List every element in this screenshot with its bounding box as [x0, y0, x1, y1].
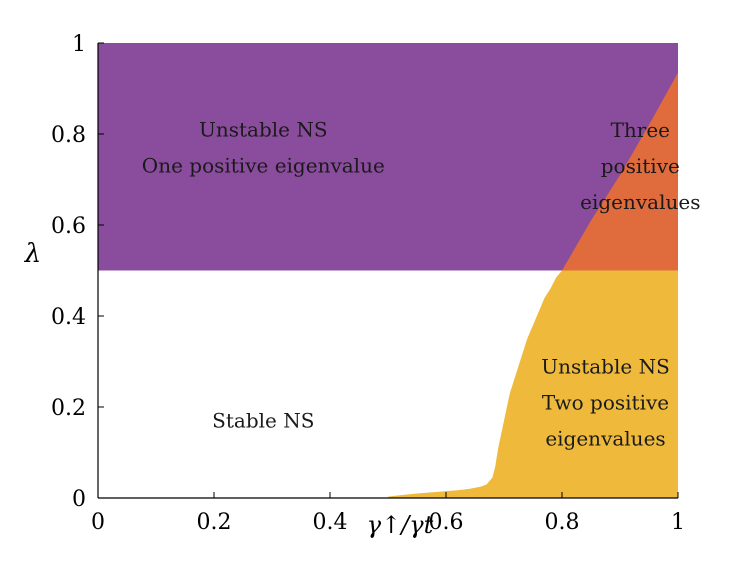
chart-regions: [98, 43, 678, 498]
x-axis-label: γ↑/γt: [367, 511, 434, 539]
x-tick-label: 0.6: [429, 510, 464, 535]
y-tick-label: 0.2: [51, 396, 86, 421]
x-tick-label: 0: [91, 510, 105, 535]
region-label-line: One positive eigenvalue: [142, 154, 385, 178]
region-label-line: Two positive: [542, 390, 669, 414]
y-tick-label: 0.6: [51, 214, 86, 239]
x-tick-label: 0.8: [545, 510, 580, 535]
region-label-line: eigenvalues: [545, 426, 665, 450]
x-axis: 0 0.2 0.4 0.6 0.8 1: [91, 492, 685, 535]
region-label-line: Unstable NS: [199, 118, 328, 142]
y-axis: 0 0.2 0.4 0.6 0.8 1: [51, 32, 104, 512]
region-three-eigenvalues: [562, 72, 678, 271]
region-label-line: Unstable NS: [541, 354, 670, 378]
region-label-line: positive: [601, 154, 680, 178]
region-label-line: Three: [611, 118, 670, 142]
region-labels: Stable NS Unstable NS One positive eigenva…: [142, 118, 701, 451]
y-axis-label: λ: [24, 239, 41, 269]
region-label-line: Stable NS: [212, 409, 314, 433]
x-tick-label: 1: [671, 510, 685, 535]
y-tick-label: 1: [72, 32, 86, 57]
region-two-eigenvalues: [388, 270, 678, 498]
x-tick-label: 0.4: [313, 510, 348, 535]
x-tick-label: 0.2: [197, 510, 232, 535]
y-tick-label: 0.4: [51, 305, 86, 330]
y-tick-label: 0.8: [51, 123, 86, 148]
region-unstable-one-eigenvalue: [98, 43, 678, 271]
y-tick-label: 0: [72, 487, 86, 512]
region-label-line: eigenvalues: [580, 190, 700, 214]
